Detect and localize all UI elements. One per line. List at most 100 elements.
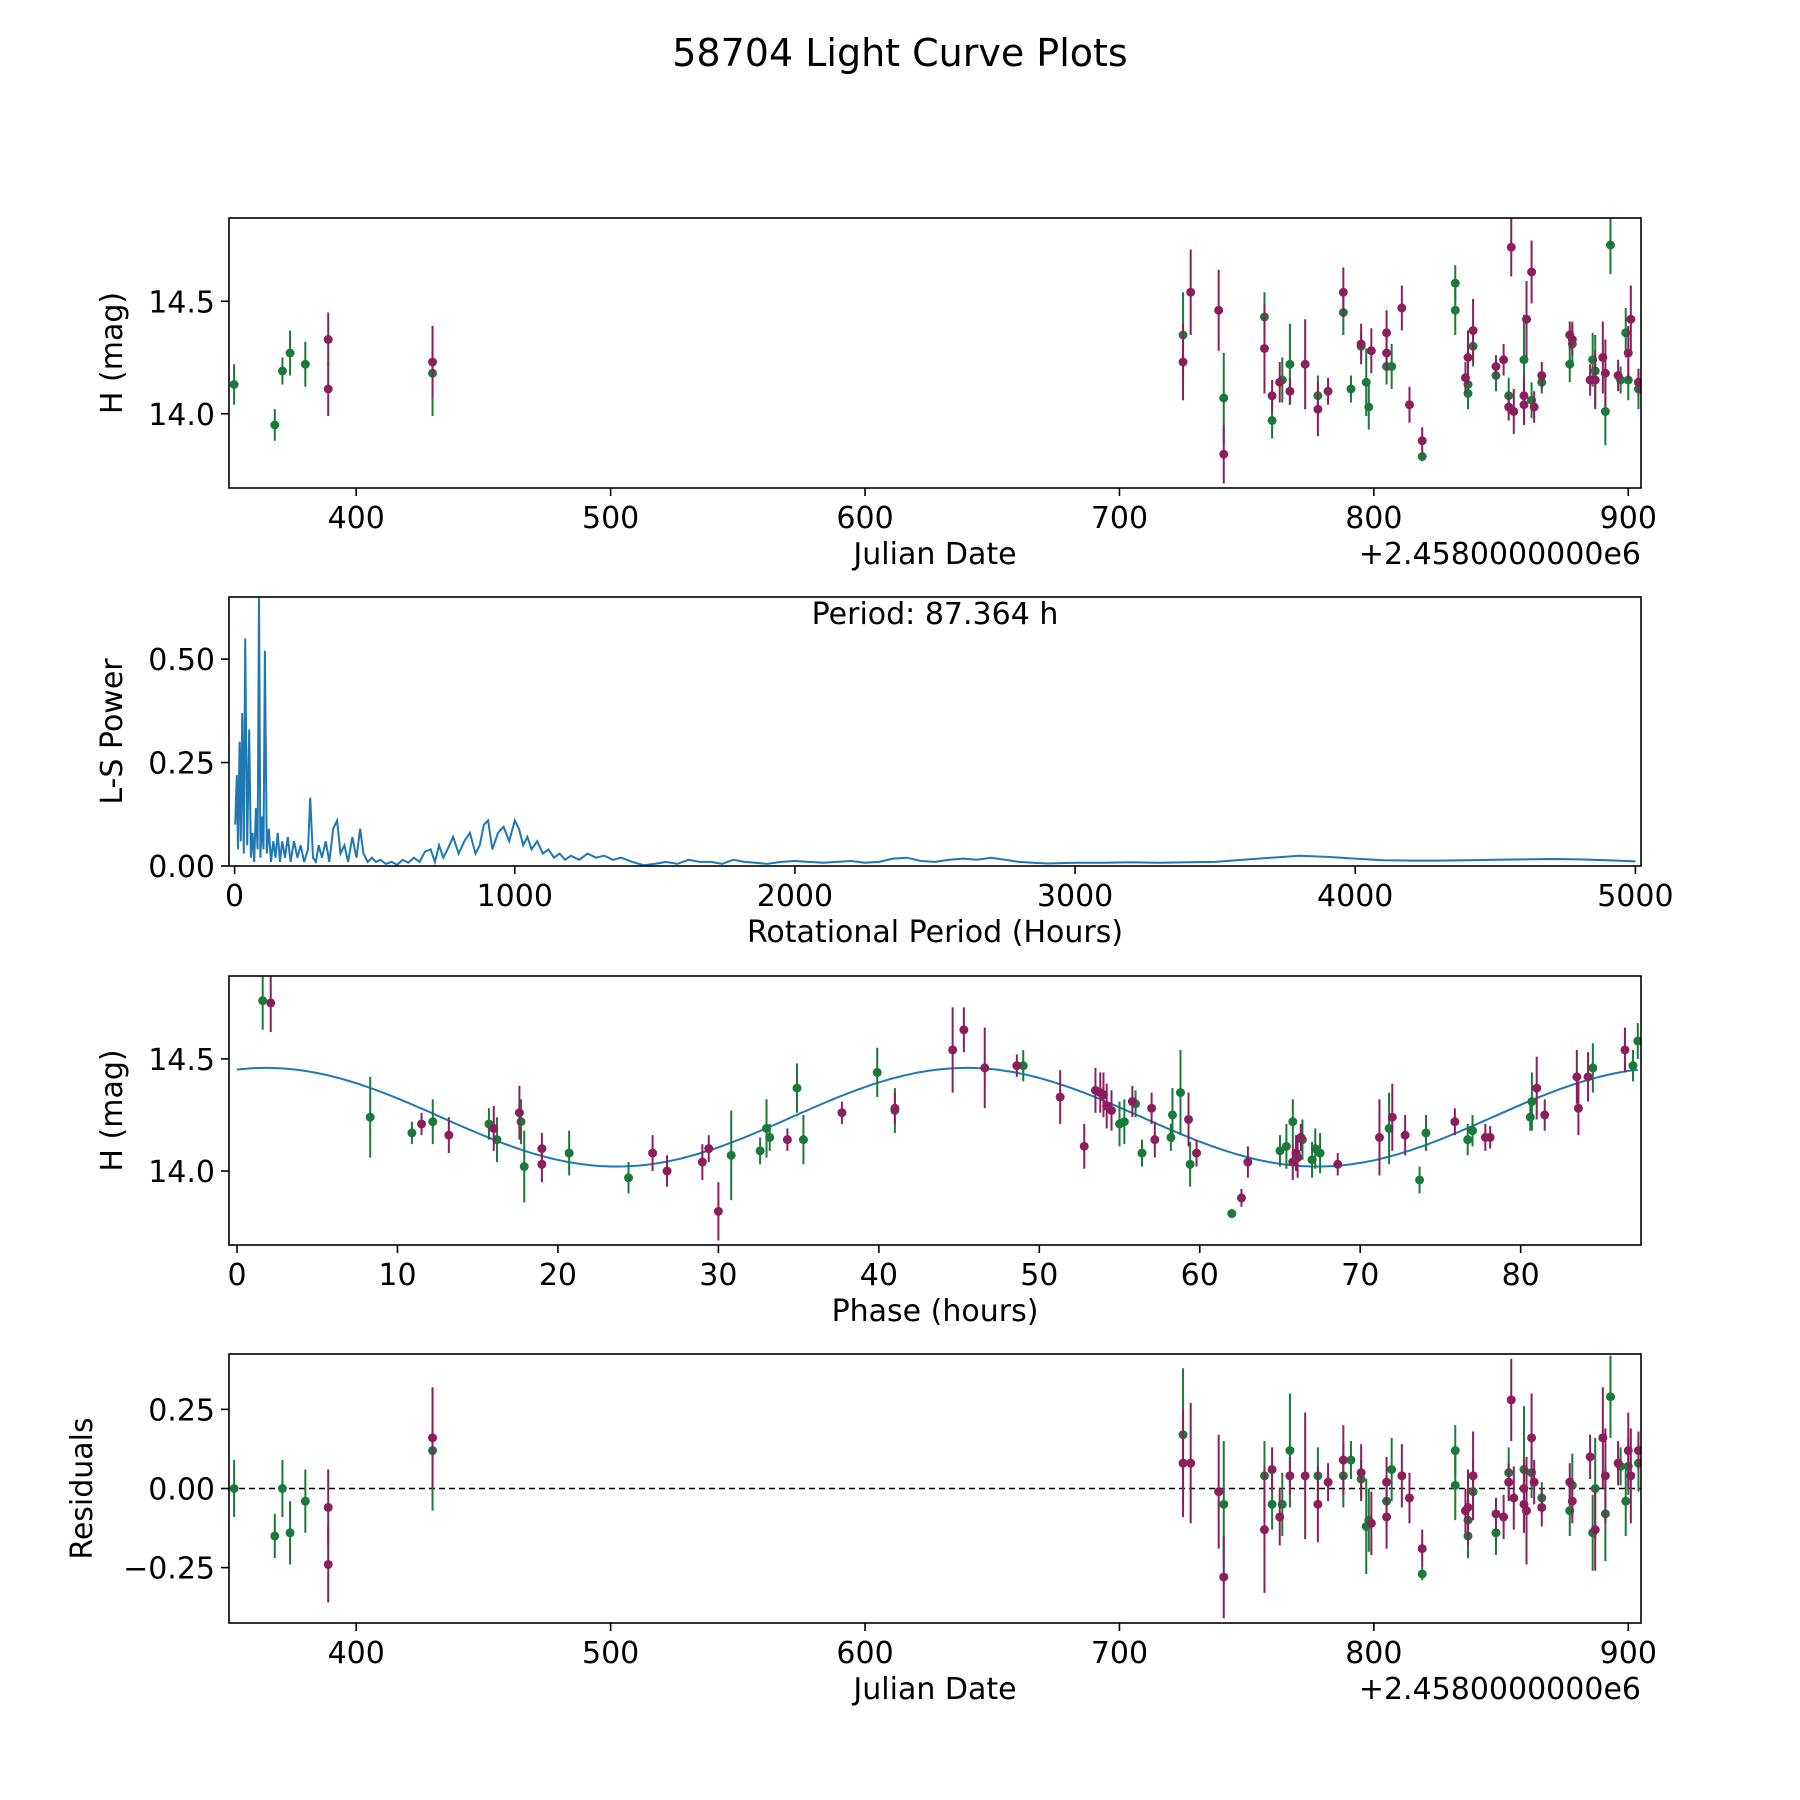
data-point [1267, 416, 1277, 425]
data-point [1421, 1128, 1431, 1138]
y-tick-label: −0.25 [123, 1552, 215, 1587]
data-point [1356, 1468, 1366, 1478]
data-point [1186, 287, 1196, 297]
data-point [1537, 1502, 1547, 1512]
x-tick-label: 700 [1091, 1636, 1148, 1671]
data-point [323, 384, 333, 394]
y-axis-label: H (mag) [95, 292, 130, 414]
data-point [713, 1206, 723, 1216]
data-point [1382, 328, 1392, 338]
x-tick-label: 1000 [477, 879, 553, 914]
y-tick-label: 0.25 [148, 747, 215, 782]
x-tick-label: 400 [328, 1636, 385, 1671]
data-point [1397, 303, 1407, 313]
data-point [1626, 1471, 1636, 1481]
data-point [277, 366, 287, 376]
data-point [1346, 384, 1356, 394]
data-point [798, 1135, 808, 1145]
x-tick-label: 5000 [1597, 879, 1673, 914]
data-point [1338, 287, 1348, 297]
data-point [519, 1162, 529, 1172]
data-point [1415, 1175, 1425, 1185]
data-point [1491, 1528, 1501, 1538]
data-point [1522, 314, 1532, 324]
data-point [704, 1144, 714, 1154]
data-point [1382, 1512, 1392, 1522]
data-point [1499, 1512, 1509, 1522]
data-point [1387, 1465, 1397, 1475]
data-point [1275, 377, 1285, 387]
series-purple [323, 218, 1641, 484]
data-point [229, 1484, 239, 1493]
x-tick-label: 60 [1181, 1258, 1219, 1293]
data-point [1600, 407, 1610, 416]
x-tick-label: 600 [836, 501, 893, 536]
data-point [959, 1025, 969, 1035]
data-point [1463, 1135, 1473, 1145]
data-point [1055, 1092, 1065, 1102]
data-point [765, 1132, 775, 1142]
data-point [1150, 1135, 1160, 1145]
data-point [1522, 1506, 1532, 1516]
data-point [1613, 1458, 1623, 1468]
x-axis-label: Rotational Period (Hours) [747, 915, 1123, 950]
figure-title: 58704 Light Curve Plots [672, 31, 1127, 75]
y-axis-label: H (mag) [95, 1049, 130, 1171]
y-tick-label: 14.5 [148, 285, 215, 320]
data-point [1018, 1061, 1028, 1071]
data-point [837, 1108, 847, 1118]
data-point [980, 1063, 990, 1073]
data-point [1417, 436, 1427, 446]
data-point [1404, 400, 1414, 410]
plot-area [236, 976, 1641, 1241]
x-tick-label: 10 [378, 1258, 416, 1293]
x-tick-label: 700 [1091, 501, 1148, 536]
data-point [1633, 1036, 1641, 1046]
data-point [1417, 1569, 1427, 1579]
data-point [1605, 240, 1615, 250]
data-point [1285, 1471, 1295, 1481]
data-point [444, 1130, 454, 1140]
data-point [1450, 1117, 1460, 1127]
data-point [1468, 1471, 1478, 1481]
data-point [1387, 362, 1397, 371]
data-point [1296, 1132, 1306, 1142]
data-point [514, 1108, 524, 1118]
x-tick-label: 4000 [1317, 879, 1393, 914]
data-point [697, 1157, 707, 1167]
data-point [1364, 402, 1374, 412]
data-point [948, 1045, 958, 1055]
y-tick-label: 14.5 [148, 1043, 215, 1078]
data-point [1275, 1512, 1285, 1522]
data-point [1147, 1103, 1157, 1113]
data-point [1214, 305, 1224, 315]
periodogram-line [234, 597, 1636, 866]
data-point [1633, 377, 1641, 387]
data-point [1588, 1063, 1598, 1073]
data-point [1178, 357, 1188, 367]
panel-residuals: 400 500 600 700 800 900 −0.25 0.00 0.25 Julian Da… [65, 1353, 1657, 1707]
x-tick-label: 800 [1345, 1636, 1402, 1671]
data-point [1509, 1493, 1519, 1503]
data-point [1525, 1112, 1535, 1122]
data-point [1537, 371, 1547, 380]
data-point [1417, 452, 1427, 461]
data-point [1567, 335, 1577, 344]
plot-area [229, 1355, 1641, 1619]
axes-frame [228, 217, 1642, 489]
data-point [1600, 368, 1610, 378]
data-point [1219, 1499, 1229, 1509]
data-point [300, 1496, 310, 1506]
data-point [1499, 355, 1509, 365]
data-point [1366, 346, 1376, 356]
data-point [258, 996, 268, 1006]
x-axis-label: Julian Date [851, 537, 1016, 572]
data-point [1192, 1148, 1202, 1158]
data-point [270, 1531, 280, 1541]
series-purple [266, 976, 1630, 1241]
data-point [1259, 344, 1269, 353]
data-point [1583, 1072, 1593, 1082]
